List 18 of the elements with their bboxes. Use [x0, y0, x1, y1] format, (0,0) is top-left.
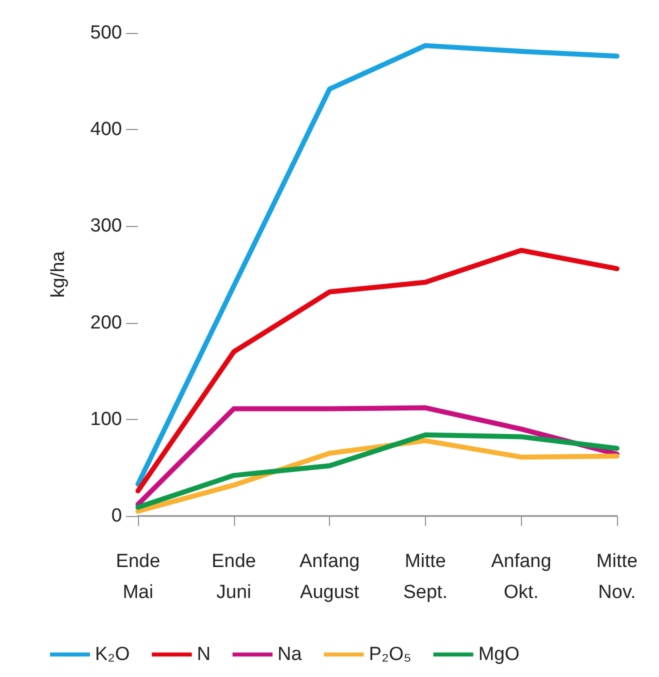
x-tick-label: Ende Juni — [212, 551, 256, 603]
legend-label: Na — [278, 644, 302, 665]
y-tick-label: 400 — [90, 119, 122, 140]
x-tick-label: Mitte Nov. — [596, 551, 638, 603]
y-tick-label: 200 — [90, 312, 122, 334]
y-tick-label: 500 — [90, 22, 122, 44]
x-tick-label: Anfang Okt. — [491, 551, 552, 603]
y-axis-title: kg/ha — [48, 250, 69, 298]
legend-label: K₂O — [95, 644, 130, 665]
x-tick-label: Ende Mai — [116, 551, 160, 603]
legend-label: N — [196, 644, 211, 665]
x-tick-label: Anfang August — [299, 551, 360, 603]
legend-label: MgO — [478, 644, 520, 665]
y-tick-label: 100 — [90, 408, 122, 430]
x-tick-label: Mitte Sept. — [403, 551, 448, 603]
y-tick-label: 0 — [111, 506, 122, 526]
y-tick-label: 300 — [90, 216, 122, 237]
legend-label: P₂O₅ — [368, 644, 412, 665]
